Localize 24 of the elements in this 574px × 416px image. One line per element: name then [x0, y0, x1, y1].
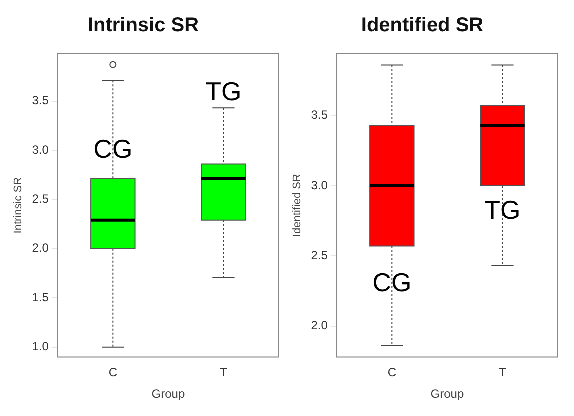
y-axis-title: Identified SR — [292, 174, 304, 238]
y-tick-label: 2.0 — [311, 318, 328, 333]
x-tick-label: T — [499, 366, 508, 380]
y-tick-label: 1.5 — [32, 290, 50, 304]
annotation: TG — [206, 76, 242, 107]
y-tick-label: 1.0 — [32, 340, 50, 354]
y-tick-label: 3.5 — [311, 108, 328, 122]
y-axis-title: Intrinsic SR — [12, 177, 25, 234]
chart-title: Intrinsic SR — [88, 14, 200, 37]
x-tick-label: T — [220, 366, 228, 380]
x-tick-label: C — [108, 366, 118, 380]
x-tick-label: C — [388, 366, 397, 380]
x-axis-title: Group — [152, 387, 186, 402]
annotation: TG — [484, 194, 521, 225]
y-tick-label: 2.5 — [311, 248, 328, 262]
chart-title: Identified SR — [361, 14, 484, 37]
y-tick-label: 3.0 — [32, 142, 50, 157]
annotation: CG — [94, 134, 133, 164]
y-tick-label: 3.0 — [311, 178, 328, 192]
y-tick-label: 2.0 — [32, 241, 50, 256]
y-tick-label: 3.5 — [32, 94, 50, 108]
x-axis-title: Group — [430, 387, 464, 402]
annotation: CG — [372, 268, 412, 298]
y-tick-label: 2.5 — [32, 192, 50, 206]
